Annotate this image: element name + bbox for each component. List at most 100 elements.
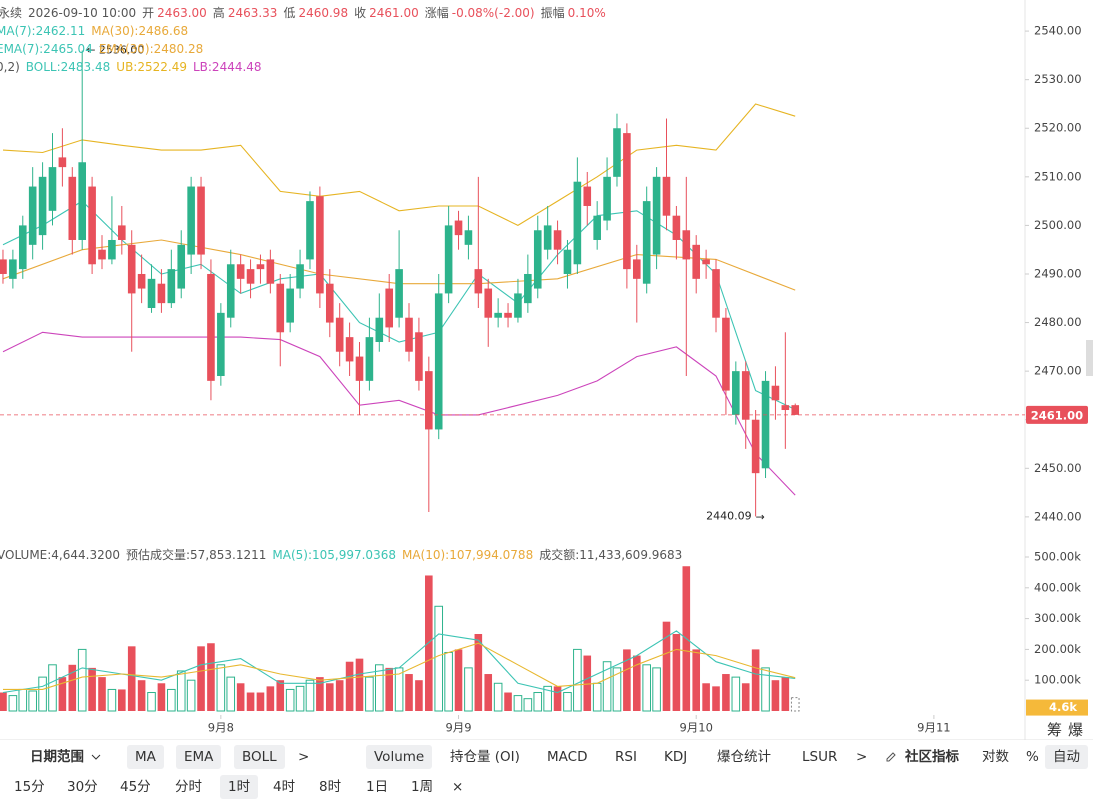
- side-handle[interactable]: [1086, 340, 1093, 376]
- x-tick-label: 9月8: [208, 721, 234, 735]
- candle-body: [375, 317, 384, 342]
- candle-body: [266, 259, 275, 284]
- volume-bar: [415, 680, 423, 711]
- candle-body: [524, 273, 532, 304]
- volume-bar: [712, 686, 720, 711]
- volume-bar: [623, 649, 631, 711]
- candle-body: [712, 269, 720, 318]
- percent-button[interactable]: %: [1026, 749, 1039, 765]
- interval-button[interactable]: 30分: [67, 779, 98, 795]
- indicator-button[interactable]: LSUR: [802, 749, 838, 765]
- candle-body: [197, 186, 205, 255]
- interval-button[interactable]: 1日: [366, 779, 389, 795]
- candle-body: [98, 249, 106, 260]
- field-value: 2463.00: [157, 6, 207, 20]
- overlay-button[interactable]: MA: [127, 745, 164, 769]
- interval-button[interactable]: 1周: [411, 779, 434, 795]
- volume-bar: [127, 646, 136, 711]
- interval-button[interactable]: 15分: [14, 779, 45, 795]
- candle-body: [58, 157, 67, 168]
- log-button[interactable]: 对数: [982, 749, 1009, 765]
- candle-body: [48, 167, 57, 211]
- field-value: 0.10%: [567, 6, 606, 20]
- volume-bar: [295, 685, 305, 712]
- symbol: 永续: [0, 6, 23, 20]
- volume-bar: [345, 661, 354, 711]
- volume-bar: [176, 670, 186, 712]
- more-button[interactable]: >: [856, 749, 868, 765]
- candle-body: [226, 264, 235, 318]
- volume-bar: [266, 686, 275, 711]
- volume-legend: VOLUME:4,644.3200 预估成交量:57,853.1211 MA(5):…: [0, 546, 688, 563]
- volume-bar: [751, 649, 760, 711]
- indicator-button[interactable]: RSI: [615, 749, 637, 765]
- volume-bar: [355, 658, 364, 711]
- candle-body: [306, 201, 314, 260]
- volume-bar: [157, 683, 166, 711]
- interval-button[interactable]: 4时: [273, 779, 296, 795]
- candle-body: [187, 186, 195, 255]
- candle-body: [177, 244, 186, 289]
- volume-bar: [731, 676, 741, 712]
- indicator-button[interactable]: 爆仓统计: [717, 749, 771, 765]
- interval-button[interactable]: 分时: [175, 779, 202, 795]
- volume-bar: [385, 667, 394, 711]
- candle-body: [147, 278, 156, 308]
- y-tick-label: 2490.00: [1034, 266, 1082, 280]
- low-arrow: →: [756, 510, 765, 523]
- candle-body: [18, 225, 27, 270]
- candle-body: [316, 196, 324, 294]
- volume-bar: [434, 605, 444, 712]
- candle-body: [345, 337, 354, 362]
- candle-body: [593, 215, 601, 240]
- side-button[interactable]: 爆: [1068, 721, 1090, 739]
- volume-bar: [425, 575, 433, 711]
- volume-bar: [197, 646, 205, 711]
- overlay-line: [2, 103, 796, 227]
- indicator-button[interactable]: MACD: [547, 749, 588, 765]
- candle-body: [662, 176, 671, 216]
- y-tick-label: 2450.00: [1034, 461, 1082, 475]
- field-value: 2463.33: [227, 6, 278, 20]
- volume-bar: [246, 692, 255, 711]
- community-button[interactable]: 社区指标: [905, 749, 959, 765]
- y-tick-label: 200.00k: [1034, 642, 1081, 656]
- candle-body: [583, 186, 592, 206]
- candle-body: [504, 312, 512, 318]
- date-range[interactable]: 日期范围: [30, 745, 101, 769]
- side-button[interactable]: 筹: [1047, 721, 1069, 739]
- volume-bar: [98, 677, 106, 711]
- candle-body: [207, 273, 215, 381]
- close-button[interactable]: ×: [452, 779, 464, 795]
- volume-bar: [602, 661, 612, 712]
- volume-ma-line: [3, 642, 796, 690]
- volume-bar: [513, 695, 523, 712]
- interval-button[interactable]: 8时: [319, 779, 342, 795]
- more-button[interactable]: >: [298, 749, 310, 765]
- volume-bar: [374, 664, 384, 712]
- candle-body: [563, 249, 572, 274]
- field-value: -0.08%(-2.00): [451, 6, 535, 20]
- auto-button[interactable]: 自动: [1045, 745, 1088, 769]
- overlay-button[interactable]: EMA: [176, 745, 222, 769]
- volume-bar: [484, 674, 493, 711]
- volume-bar: [722, 674, 730, 711]
- time: 2026-09-10 10:00: [28, 6, 137, 20]
- indicator-button[interactable]: KDJ: [664, 749, 688, 765]
- interval-button[interactable]: 1时: [220, 775, 259, 799]
- indicator-button[interactable]: 持仓量 (OI): [450, 749, 520, 765]
- volume-bar: [523, 698, 533, 712]
- overlay-button[interactable]: BOLL: [234, 745, 285, 769]
- last-price-label: 2461.00: [1031, 408, 1083, 422]
- interval-button[interactable]: 45分: [120, 779, 151, 795]
- candle-body: [395, 269, 403, 318]
- candle-body: [415, 332, 423, 381]
- candle-body: [672, 215, 681, 240]
- volume-bar: [771, 680, 780, 711]
- y-tick-label: 2540.00: [1034, 24, 1082, 38]
- volume-bar: [632, 655, 641, 711]
- indicator-button[interactable]: Volume: [366, 745, 433, 769]
- y-tick-label: 2470.00: [1034, 364, 1082, 378]
- candle-body: [286, 288, 294, 323]
- overlay-line: [2, 331, 796, 496]
